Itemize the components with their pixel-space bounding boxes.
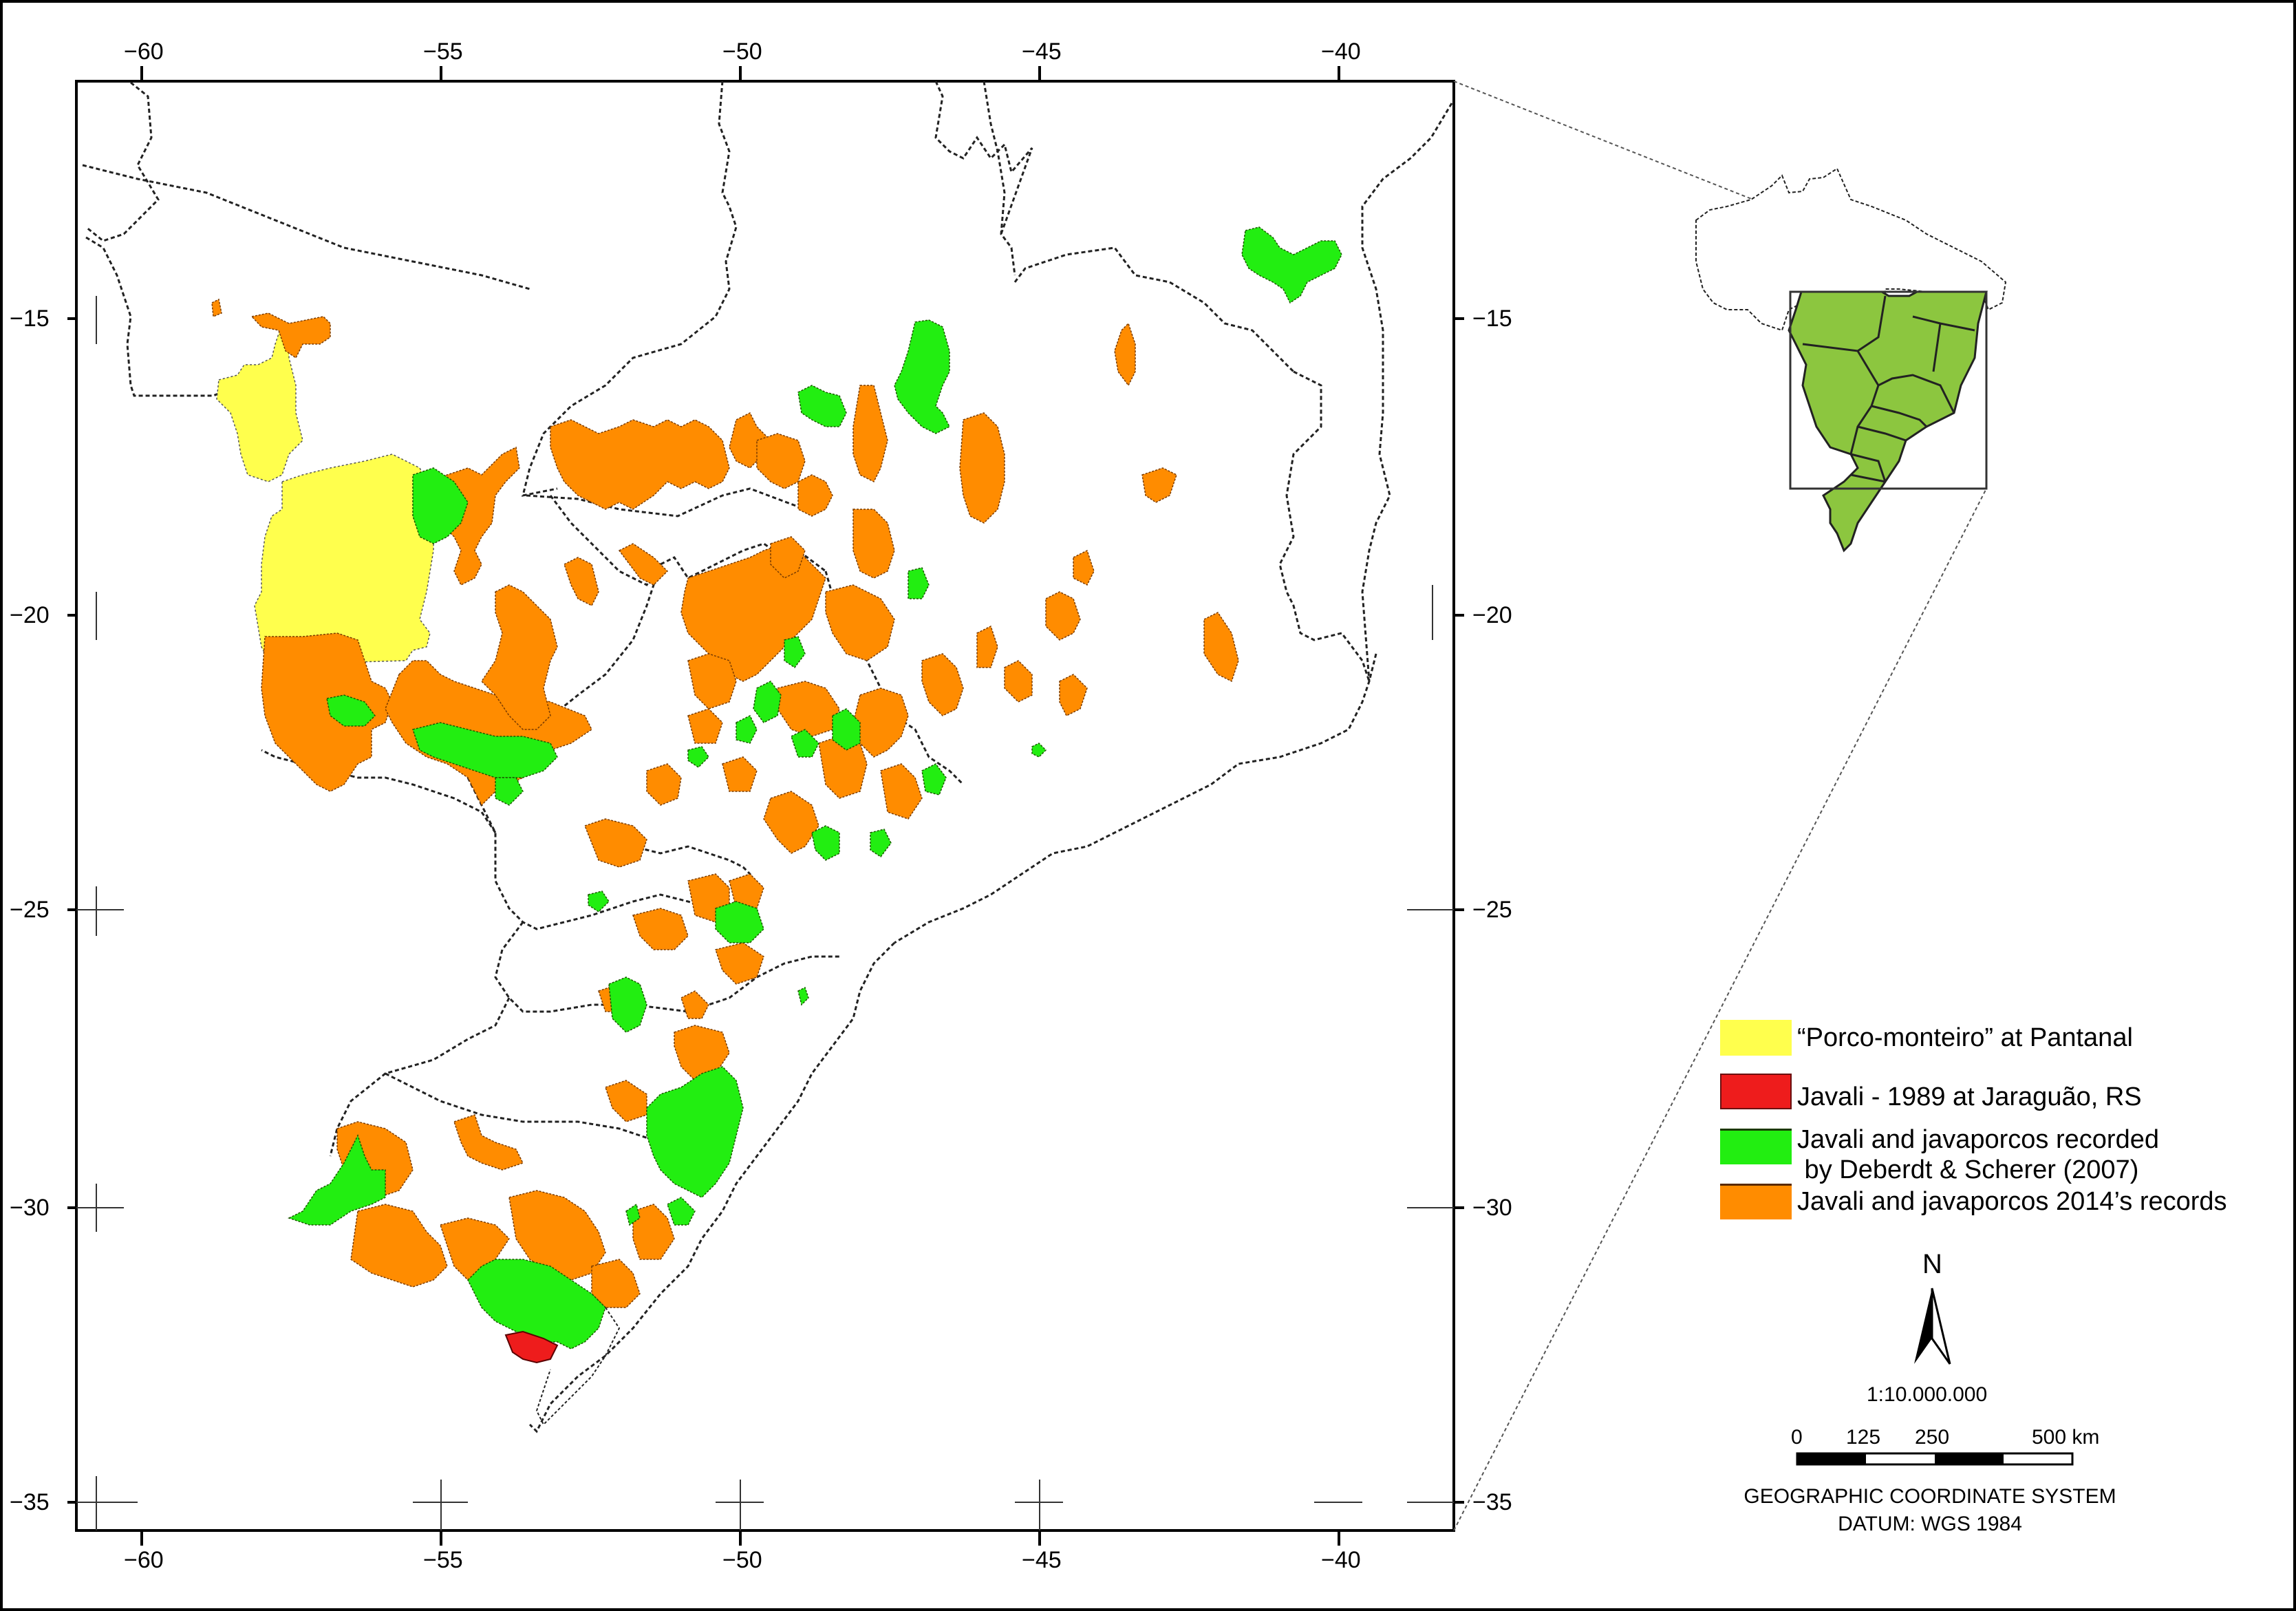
legend-label-2014: Javali and javaporcos 2014’s records bbox=[1797, 1187, 2227, 1216]
legend-item-pantanal: “Porco-monteiro” at Pantanal bbox=[1720, 1020, 2133, 1056]
north-arrow-icon bbox=[1914, 1288, 1951, 1365]
inset-connector-bottom bbox=[1453, 488, 1987, 1531]
legend-swatch-yellow bbox=[1720, 1020, 1792, 1056]
inset-locator-map bbox=[1695, 167, 2007, 553]
x-tick-bottom-55: −55 bbox=[423, 1547, 463, 1573]
x-axis-ticks bbox=[140, 66, 1340, 1546]
map-frame bbox=[75, 80, 1455, 1532]
x-tick-bottom-45: −45 bbox=[1022, 1547, 1062, 1573]
north-label: N bbox=[1922, 1249, 1942, 1279]
region-records-2014-orange bbox=[211, 298, 1239, 1308]
scale-tick-250: 250 bbox=[1915, 1426, 1950, 1449]
legend-item-2014: Javali and javaporcos 2014’s records bbox=[1720, 1184, 2227, 1219]
legend-swatch-red bbox=[1720, 1074, 1792, 1109]
coastline bbox=[535, 1307, 621, 1426]
graticule-crosses bbox=[76, 296, 1454, 1530]
region-jaraguao-red bbox=[504, 1330, 559, 1364]
y-tick-left-20: −20 bbox=[10, 602, 50, 628]
y-tick-left-35: −35 bbox=[10, 1489, 50, 1515]
crs-line-2: DATUM: WGS 1984 bbox=[1838, 1513, 2022, 1535]
x-tick-top-40: −40 bbox=[1321, 39, 1361, 65]
x-tick-bottom-60: −60 bbox=[124, 1547, 164, 1573]
x-tick-bottom-40: −40 bbox=[1321, 1547, 1361, 1573]
legend-label-deberdt: Javali and javaporcos recorded by Deberd… bbox=[1797, 1125, 2159, 1184]
scale-tick-0: 0 bbox=[1791, 1426, 1803, 1449]
x-tick-top-45: −45 bbox=[1022, 39, 1062, 65]
x-tick-top-55: −55 bbox=[423, 39, 463, 65]
region-deberdt-2007-green bbox=[288, 226, 1342, 1349]
y-tick-right-20: −20 bbox=[1472, 602, 1512, 628]
y-tick-right-30: −30 bbox=[1472, 1195, 1512, 1221]
x-tick-top-50: −50 bbox=[722, 39, 762, 65]
scale-tick-500: 500 km bbox=[2032, 1426, 2100, 1449]
legend-item-jaraguao: Javali - 1989 at Jaraguão, RS bbox=[1720, 1074, 2142, 1112]
legend-label-jaraguao: Javali - 1989 at Jaraguão, RS bbox=[1797, 1082, 2142, 1111]
legend-swatch-green bbox=[1720, 1129, 1792, 1164]
scale-ratio: 1:10.000.000 bbox=[1867, 1383, 1988, 1406]
y-tick-left-30: −30 bbox=[10, 1195, 50, 1221]
legend-item-deberdt: Javali and javaporcos recorded by Deberd… bbox=[1720, 1125, 2159, 1185]
scale-bar bbox=[1796, 1452, 2074, 1466]
state-borders bbox=[82, 81, 1453, 1433]
x-tick-top-60: −60 bbox=[124, 39, 164, 65]
y-tick-right-35: −35 bbox=[1472, 1489, 1512, 1515]
crs-line-1: GEOGRAPHIC COORDINATE SYSTEM bbox=[1744, 1485, 2116, 1508]
y-axis-ticks bbox=[67, 317, 1464, 1504]
y-tick-left-15: −15 bbox=[10, 306, 50, 332]
scale-tick-125: 125 bbox=[1846, 1426, 1881, 1449]
y-tick-left-25: −25 bbox=[10, 897, 50, 923]
y-tick-right-25: −25 bbox=[1472, 897, 1512, 923]
legend-label-pantanal: “Porco-monteiro” at Pantanal bbox=[1797, 1023, 2133, 1052]
x-tick-bottom-50: −50 bbox=[722, 1547, 762, 1573]
y-tick-right-15: −15 bbox=[1472, 306, 1512, 332]
legend-swatch-orange bbox=[1720, 1184, 1792, 1219]
region-pantanal-yellow bbox=[216, 323, 434, 663]
